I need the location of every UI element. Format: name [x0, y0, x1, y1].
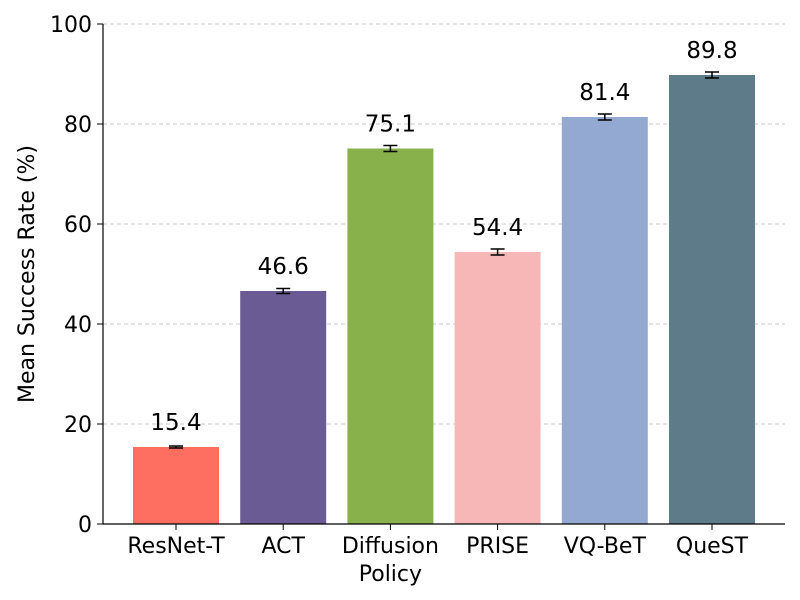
bar	[454, 252, 541, 524]
y-tick-label: 80	[64, 113, 92, 138]
value-label: 89.8	[686, 38, 737, 64]
bar	[669, 75, 755, 524]
x-tick-label-line: PRISE	[466, 534, 529, 559]
axes	[102, 24, 785, 525]
value-labels: 15.4 46.6 75.1 54.4 81.4 89.8	[150, 38, 737, 436]
x-tick-label-line: VQ-BeT	[564, 534, 647, 559]
x-tick-label: VQ-BeT	[564, 534, 647, 559]
value-label: 75.1	[365, 112, 416, 138]
x-tick-label: PRISE	[466, 534, 529, 559]
x-ticks: ResNet-T ACT Diffusion Policy PRISE VQ-BeT Que…	[127, 524, 749, 587]
value-label: 46.6	[258, 254, 309, 280]
x-tick-label: ACT	[261, 534, 305, 559]
x-tick-label: ResNet-T	[127, 534, 225, 559]
error-bars	[169, 71, 719, 449]
value-label: 81.4	[579, 80, 630, 106]
bars	[133, 75, 755, 524]
x-tick-label-line: ACT	[261, 534, 305, 559]
bar	[133, 447, 219, 524]
x-tick-label: Diffusion Policy	[342, 534, 439, 587]
y-tick-label: 100	[50, 13, 92, 38]
x-tick-label-line: Diffusion	[342, 534, 439, 559]
x-tick-label-line: Policy	[359, 562, 422, 587]
bar	[347, 148, 434, 524]
y-ticks: 0 20 40 60 80 100	[50, 13, 103, 538]
y-tick-label: 60	[64, 213, 92, 238]
y-tick-label: 40	[64, 313, 92, 338]
x-tick-label-line: ResNet-T	[127, 534, 225, 559]
x-tick-label-line: QueST	[676, 534, 749, 559]
y-tick-label: 20	[64, 413, 92, 438]
value-label: 15.4	[150, 410, 201, 436]
bar	[240, 291, 327, 524]
y-axis-label: Mean Success Rate (%)	[15, 145, 40, 403]
x-tick-label: QueST	[676, 534, 749, 559]
bar	[561, 117, 648, 524]
y-tick-label: 0	[78, 513, 92, 538]
value-label: 54.4	[472, 215, 523, 241]
